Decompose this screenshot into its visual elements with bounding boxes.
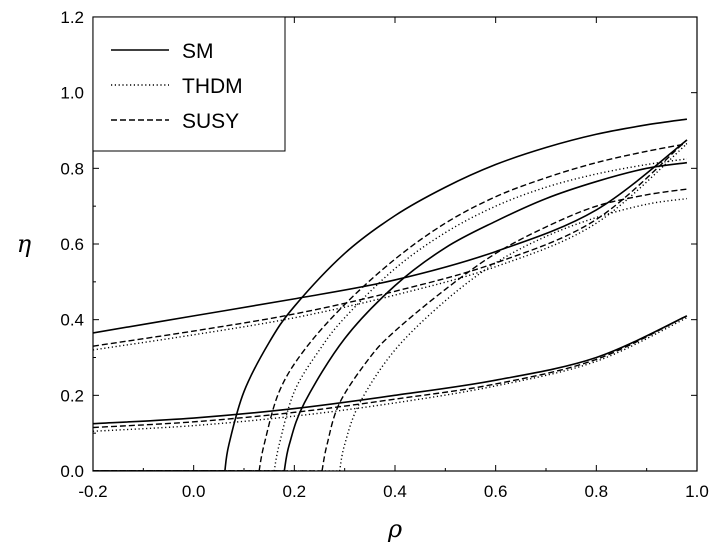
x-tick-label: 0.6 [484, 482, 508, 501]
y-tick-label: 0.6 [60, 235, 84, 254]
series-susy-circle-outer [258, 143, 688, 471]
series-thdm-band-lower [93, 317, 688, 432]
y-tick-label: 1.2 [60, 8, 84, 27]
y-tick-label: 0.0 [60, 462, 84, 481]
y-tick-label: 1.0 [60, 84, 84, 103]
series-thdm-band-upper [93, 143, 688, 351]
x-tick-label: 0.2 [283, 482, 307, 501]
legend-label-thdm: THDM [182, 75, 243, 98]
series-layer [93, 118, 688, 471]
series-sm-band-lower [93, 315, 688, 425]
series-susy-band-lower [93, 315, 688, 429]
x-tick-label: 0.0 [182, 482, 206, 501]
series-sm-band-upper [93, 139, 688, 334]
series-sm-circle-outer [224, 118, 688, 471]
x-tick-label: 1.0 [685, 482, 709, 501]
y-tick-label: 0.8 [60, 159, 84, 178]
y-tick-label: 0.2 [60, 386, 84, 405]
ticks-layer: -0.2 0.0 0.2 0.4 0.6 0.8 1.00.00.20.40.60.81.0… [60, 8, 708, 501]
x-tick-label: 0.4 [383, 482, 407, 501]
series-thdm-circle-outer [273, 158, 688, 471]
legend: SM THDM SUSY [92, 16, 286, 152]
y-axis-title: η [17, 230, 32, 258]
x-tick-label: -0.2 [78, 482, 107, 501]
x-axis-title: ρ [387, 515, 402, 543]
x-tick-label: 0.8 [585, 482, 609, 501]
legend-box [92, 16, 286, 152]
y-tick-label: 0.4 [60, 311, 84, 330]
series-susy-circle-inner [321, 188, 688, 471]
legend-label-susy: SUSY [182, 110, 239, 133]
series-susy-band-upper [93, 139, 688, 347]
legend-label-sm: SM [182, 40, 214, 63]
